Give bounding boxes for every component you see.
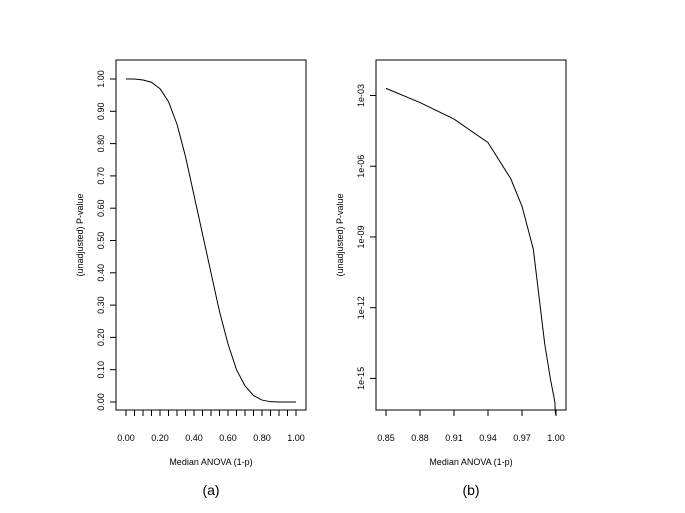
- panel-b-x-tick-label: 0.94: [479, 433, 497, 443]
- panel-a-y-tick-label: 0.60: [96, 199, 106, 217]
- panel-a-y-tick-label: 0.30: [96, 296, 106, 314]
- panel-a-y-tick-label: 0.90: [96, 103, 106, 121]
- panel-b-caption: (b): [462, 482, 479, 498]
- panel-b-x-tick-label: 0.88: [411, 433, 429, 443]
- panel-b-plot-frame: [375, 59, 567, 411]
- panel-a-y-axis-title: (unadjusted) P-value: [75, 193, 85, 276]
- panel-b-x-tick-label: 1.00: [547, 433, 565, 443]
- panel-b-y-axis: 1e-15 1e-12 1e-09 1e-06 1e-03: [356, 84, 376, 390]
- panel-b-x-tick-label: 0.85: [377, 433, 395, 443]
- panel-a-series-line: [126, 78, 296, 403]
- panel-a-y-axis: 0.00 0.10 0.20 0.30 0.40 0.50 0.60 0.70 0.80 0.90…: [96, 70, 116, 411]
- panel-b-y-tick-label: 1e-12: [356, 296, 366, 319]
- panel-a-x-tick-label: 0.00: [117, 433, 135, 443]
- panel-b-y-tick-label: 1e-06: [356, 155, 366, 178]
- panel-a-x-tick-label: 0.40: [185, 433, 203, 443]
- panel-a-plot-frame: [115, 59, 307, 411]
- panel-b-y-tick-label: 1e-09: [356, 225, 366, 248]
- panel-a-x-axis-title: Median ANOVA (1-p): [169, 457, 252, 467]
- panel-b-x-tick-label: 0.91: [445, 433, 463, 443]
- panel-a-x-tick-label: 0.20: [151, 433, 169, 443]
- panel-a-y-tick-label: 0.10: [96, 361, 106, 379]
- panel-a-y-tick-label: 0.70: [96, 167, 106, 185]
- panel-a-caption: (a): [202, 482, 219, 498]
- panel-a-y-tick-label: 0.80: [96, 135, 106, 153]
- panel-a-y-tick-label: 0.00: [96, 393, 106, 411]
- panel-a-y-tick-label: 0.50: [96, 232, 106, 250]
- panel-a-y-tick-label: 0.20: [96, 329, 106, 347]
- panel-a-x-tick-label: 0.80: [253, 433, 271, 443]
- panel-a-y-tick-label: 1.00: [96, 70, 106, 88]
- panel-a-x-tick-label: 1.00: [287, 433, 305, 443]
- panel-b-x-axis-title: Median ANOVA (1-p): [429, 457, 512, 467]
- panel-b-y-tick-label: 1e-15: [356, 367, 366, 390]
- panel-a-chart: 0.00 0.20 0.40 0.60 0.80 1.00 0.00 0.10 0.20 0.3…: [75, 59, 307, 498]
- panel-a-y-tick-label: 0.40: [96, 264, 106, 282]
- panel-b-y-tick-label: 1e-03: [356, 84, 366, 107]
- panel-b-series-line: [385, 87, 556, 415]
- panel-b-x-tick-label: 0.97: [513, 433, 531, 443]
- panel-b-chart: 0.85 0.88 0.91 0.94 0.97 1.00 1e-15 1e-12 1e-09…: [335, 59, 567, 498]
- panel-a-x-axis: 0.00 0.20 0.40 0.60 0.80 1.00: [117, 410, 305, 443]
- panel-a-x-tick-label: 0.60: [219, 433, 237, 443]
- panel-b-y-axis-title: (unadjusted) P-value: [335, 193, 345, 276]
- panel-b-x-axis: 0.85 0.88 0.91 0.94 0.97 1.00: [377, 410, 565, 443]
